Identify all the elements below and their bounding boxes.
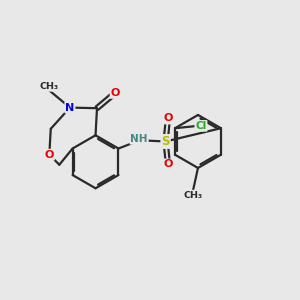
Text: NH: NH [130, 134, 148, 144]
Text: O: O [111, 88, 120, 98]
Text: CH₃: CH₃ [183, 190, 202, 200]
Text: Cl: Cl [195, 121, 207, 131]
Text: CH₃: CH₃ [39, 82, 58, 91]
Text: N: N [65, 103, 74, 112]
Text: S: S [161, 135, 170, 148]
Text: O: O [163, 159, 172, 170]
Text: O: O [45, 150, 54, 160]
Text: O: O [163, 113, 172, 124]
